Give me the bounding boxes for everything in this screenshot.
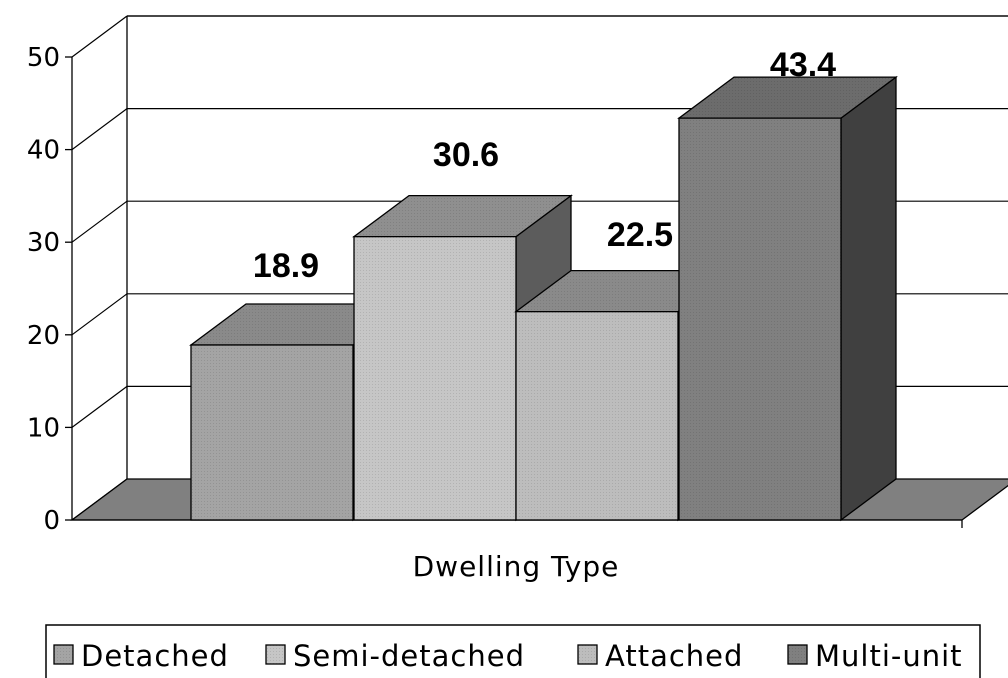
- legend-item: Attached: [577, 639, 743, 673]
- legend-box: [45, 624, 981, 678]
- y-tick-label: 40: [27, 136, 60, 166]
- bar-multi-unit: [677, 75, 898, 522]
- data-label: 22.5: [607, 216, 673, 254]
- legend-item: Detached: [53, 639, 229, 673]
- y-tick-label: 50: [27, 43, 60, 73]
- bar-semi-detached: [352, 194, 573, 522]
- legend-item: Semi-detached: [265, 639, 525, 673]
- x-axis-label: Dwelling Type: [413, 550, 620, 583]
- legend-label: Detached: [81, 639, 229, 673]
- bar-side: [840, 75, 897, 522]
- data-label: 43.4: [770, 46, 836, 84]
- y-tick-label: 20: [27, 321, 60, 351]
- legend-label: Attached: [605, 639, 743, 673]
- gridline-diagonal: [71, 385, 128, 428]
- legend: Detached Semi-detached Attached Multi-unit: [45, 624, 981, 678]
- gridline-diagonal: [71, 108, 128, 151]
- y-tick-label: 0: [43, 506, 60, 536]
- legend-label: Multi-unit: [815, 639, 963, 673]
- gridline-diagonal: [71, 15, 128, 58]
- data-label: 18.9: [253, 247, 319, 285]
- data-label: 30.6: [433, 136, 499, 174]
- y-tick-label: 30: [27, 228, 60, 258]
- gridline-diagonal: [71, 200, 128, 243]
- gridline-diagonal: [71, 293, 128, 336]
- data-labels: 18.9 30.6 22.5 43.4: [253, 46, 836, 285]
- y-tick-label: 10: [27, 413, 60, 443]
- bar-group: [189, 75, 898, 522]
- legend-item: Multi-unit: [787, 639, 963, 673]
- y-axis: 0 10 20 30 40 50: [27, 43, 72, 536]
- legend-label: Semi-detached: [293, 639, 525, 673]
